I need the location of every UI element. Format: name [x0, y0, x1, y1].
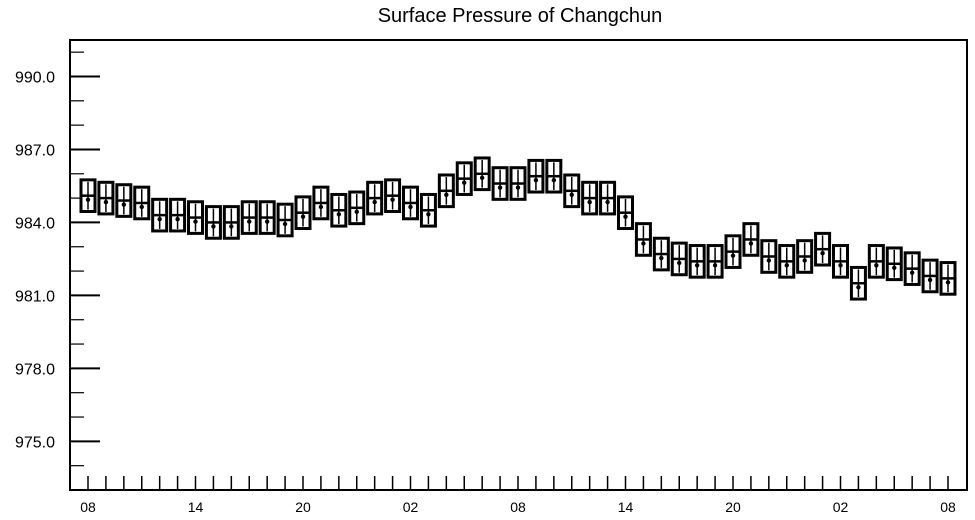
y-tick-label: 978.0: [15, 361, 55, 378]
data-point: [748, 241, 754, 246]
data-point: [515, 185, 521, 190]
x-tick-label: 08: [80, 499, 96, 515]
x-tick-label: 02: [833, 499, 849, 515]
data-point: [103, 199, 109, 205]
data-point: [336, 212, 342, 217]
chart-title: Surface Pressure of Changchun: [378, 5, 663, 27]
data-point: [121, 202, 127, 207]
data-point: [247, 219, 252, 224]
data-point: [426, 212, 431, 217]
data-point: [264, 219, 270, 224]
data-point: [85, 197, 91, 202]
data-point: [444, 192, 449, 198]
data-point: [802, 258, 807, 263]
x-tick-label: 20: [295, 499, 311, 515]
data-point: [892, 265, 897, 270]
y-tick-label: 981.0: [15, 288, 55, 305]
plot-area: 975.0 978.0 981.0 984.0 987.0 990.0 08 14 20 02 08…: [15, 39, 968, 515]
data-point: [300, 214, 306, 219]
data-point: [587, 199, 592, 205]
y-tick-label: 975.0: [15, 434, 55, 451]
data-point: [193, 219, 198, 224]
data-point: [730, 253, 736, 258]
data-point: [909, 270, 915, 275]
data-point: [354, 209, 359, 215]
data-point: [229, 224, 234, 229]
data-point: [408, 204, 413, 210]
data-point: [211, 224, 216, 229]
data-point: [820, 250, 825, 256]
data-point: [605, 199, 610, 205]
data-point: [623, 214, 628, 219]
data-point: [677, 260, 682, 266]
data-point: [712, 263, 718, 268]
data-point: [838, 263, 843, 268]
data-point: [372, 199, 377, 205]
y-tick-label: 990.0: [15, 69, 55, 86]
data-point: [139, 204, 144, 210]
data-point: [641, 241, 646, 246]
y-tick-label: 984.0: [15, 215, 55, 232]
data-point: [569, 192, 574, 198]
data-point: [462, 180, 467, 185]
y-tick-label: 987.0: [15, 142, 55, 159]
data-point: [157, 216, 162, 222]
data-point: [874, 263, 879, 268]
data-point: [318, 204, 324, 210]
data-point: [551, 178, 557, 183]
data-point: [533, 178, 539, 183]
x-tick-label: 20: [725, 499, 741, 515]
data-point: [945, 280, 951, 285]
data-point: [766, 258, 772, 263]
data-point: [390, 197, 395, 202]
x-tick-label: 08: [940, 499, 956, 515]
data-point: [479, 175, 485, 180]
data-point: [694, 263, 700, 268]
x-tick-label: 14: [188, 499, 204, 515]
x-tick-label: 08: [510, 499, 526, 515]
data-point: [856, 285, 861, 290]
data-point: [784, 263, 789, 268]
data-point: [175, 216, 180, 222]
data-point: [659, 255, 664, 261]
data-point: [927, 277, 933, 283]
data-point: [282, 221, 288, 227]
data-point: [497, 185, 503, 190]
x-tick-label: 14: [618, 499, 634, 515]
x-tick-label: 02: [403, 499, 419, 515]
